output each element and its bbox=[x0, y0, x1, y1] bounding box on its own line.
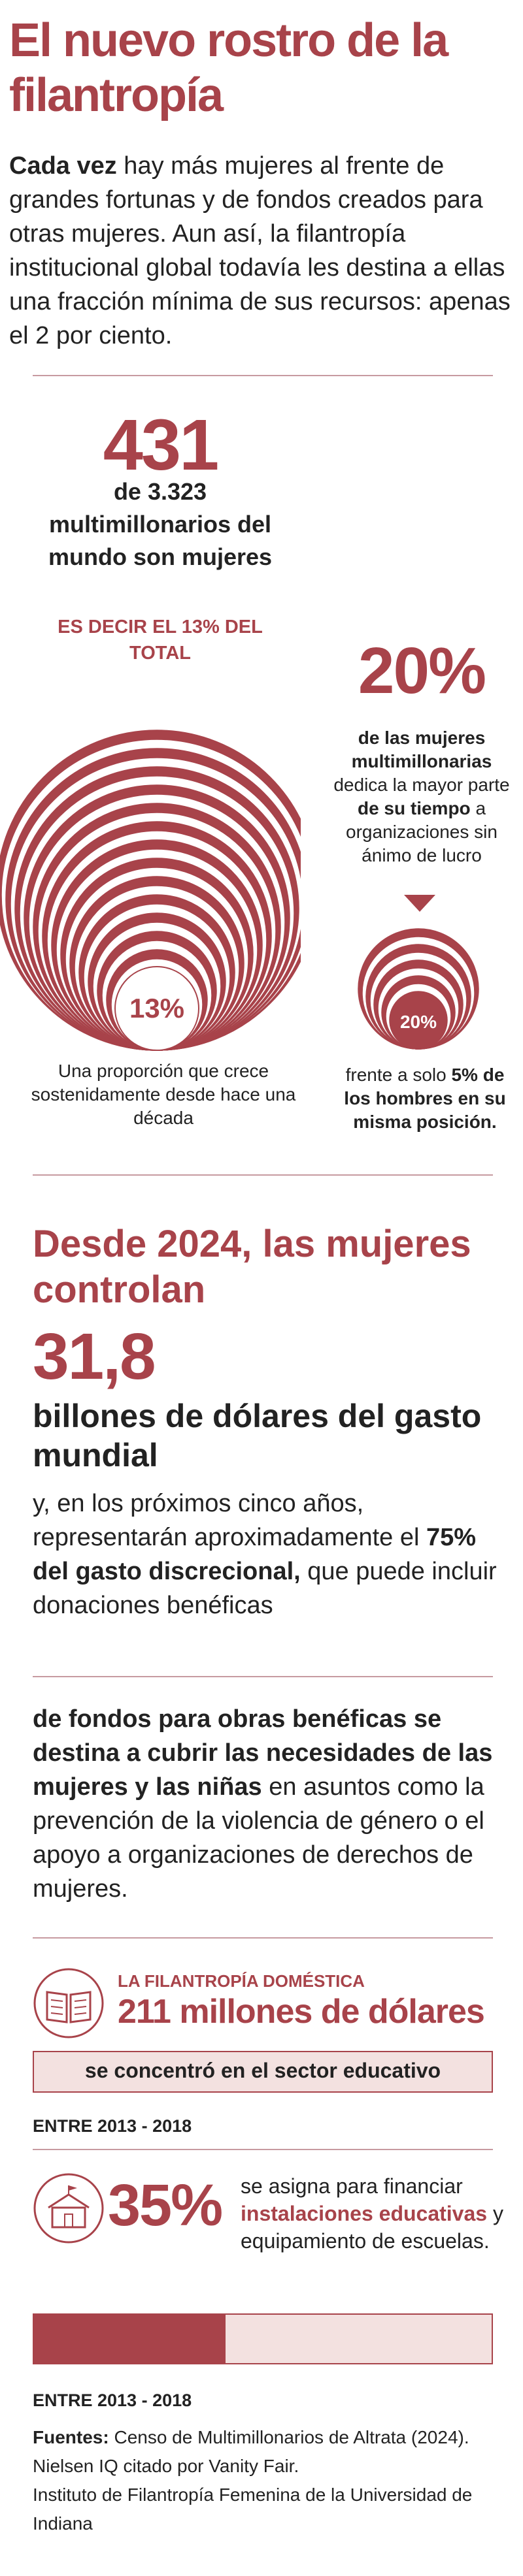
time-caption: de las mujeres multimillonarias dedica l… bbox=[327, 726, 516, 867]
domestic-amount: 211 millones de dólares bbox=[118, 1993, 485, 2031]
divider bbox=[33, 2149, 493, 2150]
rings-20 bbox=[358, 928, 479, 1050]
intro-bold: Cada vez bbox=[9, 152, 117, 180]
spending-heading: Desde 2024, las mujeres controlan bbox=[33, 1223, 471, 1311]
concentric-circles-20: 20% bbox=[358, 928, 479, 1050]
funds-plain: en asuntos como la prevención de la viol… bbox=[33, 1773, 484, 1903]
domestic-bar bbox=[33, 2051, 493, 2093]
billionaire-count-caption: de 3.323 multimillonarios del mundo son … bbox=[48, 478, 273, 570]
time-caption-plain2: a organizaciones sin ánimo de lucro bbox=[346, 798, 498, 865]
schools-percent: 35% bbox=[108, 2173, 223, 2238]
time-caption-bold1: de las mujeres multimillonarias bbox=[351, 728, 492, 771]
school-icon bbox=[33, 2173, 104, 2244]
funds-text: de fondos para obras benéficas se destin… bbox=[33, 1702, 510, 1906]
schools-text-bold: instalaciones educativas bbox=[241, 2202, 488, 2225]
sources: Fuentes: Censo de Multimillonarios de Al… bbox=[33, 2423, 510, 2538]
sources-line2: Instituto de Filantropía Femenina de la … bbox=[33, 2485, 473, 2534]
schools-bar bbox=[33, 2313, 493, 2364]
time-caption-plain1: dedica la mayor parte bbox=[333, 775, 510, 795]
page-title: El nuevo rostro de la filantropía bbox=[9, 14, 448, 121]
share-label: ES DECIR EL 13% DEL TOTAL bbox=[58, 617, 263, 664]
down-arrow-icon bbox=[404, 895, 435, 912]
inner-circle-13 bbox=[114, 966, 199, 1051]
spending-future-plain1: y, en los próximos cinco años, represent… bbox=[33, 1490, 427, 1551]
share-caption: Una proporción que crece sostenidamente … bbox=[31, 1061, 296, 1128]
sources-label: Fuentes: bbox=[33, 2427, 109, 2447]
concentric-circles-13: 13% bbox=[0, 730, 301, 1051]
share-circle-label: 13% bbox=[129, 993, 184, 1023]
spending-amount: 31,8 bbox=[33, 1320, 156, 1393]
time-caption-bold2: de su tiempo bbox=[357, 798, 471, 818]
divider bbox=[33, 1676, 493, 1677]
schools-period: ENTRE 2013 - 2018 bbox=[33, 2391, 192, 2410]
divider bbox=[33, 1937, 493, 1939]
time-circle-label: 20% bbox=[400, 1012, 437, 1032]
spending-future-bold: 75% del gasto discrecional, bbox=[33, 1524, 477, 1585]
time-percent: 20% bbox=[358, 634, 486, 707]
billionaire-count: 431 bbox=[103, 405, 220, 485]
schools-text: se asigna para financiar instalaciones e… bbox=[241, 2172, 515, 2255]
sources-line1: Censo de Multimillonarios de Altrata (20… bbox=[33, 2427, 469, 2476]
funds-bold: de fondos para obras benéficas se destin… bbox=[33, 1705, 493, 1801]
domestic-label: LA FILANTROPÍA DOMÉSTICA bbox=[118, 1971, 365, 1991]
intro-rest: hay más mujeres al frente de grandes for… bbox=[9, 152, 511, 349]
divider bbox=[33, 375, 493, 376]
ring-core bbox=[392, 997, 445, 1049]
divider bbox=[33, 1174, 493, 1176]
spending-future-plain2: que puede incluir donaciones benéficas bbox=[33, 1558, 497, 1619]
schools-bar-fill bbox=[34, 2315, 226, 2363]
men-caption-bold: 5% de los hombres en su misma posición. bbox=[344, 1065, 506, 1132]
schools-bar-rest bbox=[226, 2315, 492, 2363]
intro-text: Cada vez hay más mujeres al frente de gr… bbox=[9, 149, 513, 353]
schools-text-plain1: se asigna para financiar bbox=[241, 2174, 463, 2198]
schools-text-plain2: y equipamiento de escuelas. bbox=[241, 2202, 503, 2253]
book-icon bbox=[33, 1968, 104, 2038]
men-caption-plain: frente a solo bbox=[345, 1065, 452, 1085]
men-caption: frente a solo 5% de los hombres en su mi… bbox=[340, 1063, 510, 1134]
spending-unit: billones de dólares del gasto mundial bbox=[33, 1398, 482, 1473]
domestic-period: ENTRE 2013 - 2018 bbox=[33, 2116, 192, 2136]
spending-future: y, en los próximos cinco años, represent… bbox=[33, 1487, 503, 1622]
domestic-bar-text: se concentró en el sector educativo bbox=[84, 2059, 441, 2082]
